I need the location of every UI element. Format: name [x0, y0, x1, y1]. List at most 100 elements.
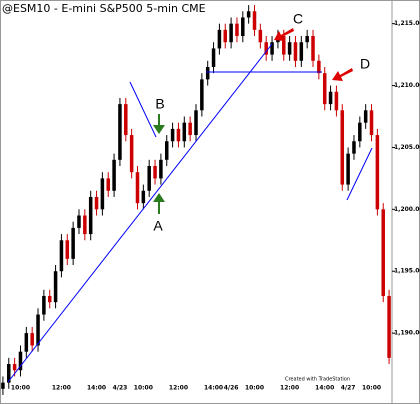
candle-body — [229, 23, 233, 43]
candle-body — [282, 36, 286, 55]
x-tick-label: 10:00 — [362, 385, 381, 392]
trend-line — [346, 147, 373, 201]
candle-body — [352, 141, 356, 154]
candle-body — [88, 196, 93, 235]
x-tick-label: 14:00 — [87, 385, 106, 392]
candle-body — [153, 166, 157, 179]
candle-body — [118, 104, 122, 160]
candle-body — [299, 42, 304, 61]
candle-body — [18, 351, 23, 371]
candle-body — [59, 240, 64, 272]
x-tick-label: 10:00 — [245, 385, 264, 392]
candle-body — [311, 36, 315, 61]
candle-body — [317, 60, 321, 74]
candle-body — [42, 295, 46, 315]
x-tick-label: 12:00 — [280, 385, 299, 392]
annotation-label: B — [155, 96, 164, 112]
candle-body — [194, 110, 198, 136]
candle-body — [1, 382, 5, 389]
x-tick-label: 4/27 — [341, 385, 356, 392]
candle-body — [12, 364, 17, 371]
candle-body — [47, 295, 52, 303]
candle-body — [159, 159, 163, 179]
candle-body — [293, 42, 298, 61]
candle-body — [182, 122, 187, 142]
y-tick-label: 1,205.00 — [394, 144, 420, 151]
candle-body — [7, 364, 11, 383]
x-tick-label: 12:00 — [52, 385, 71, 392]
y-tick-label: 1,210.00 — [394, 82, 420, 89]
arrow-c — [274, 28, 294, 41]
candle-body — [287, 42, 292, 55]
candle-body — [241, 17, 245, 37]
candle-body — [129, 135, 134, 173]
candle-body — [83, 215, 87, 235]
candle-body — [170, 128, 175, 142]
candle-body — [264, 42, 268, 55]
candle-body — [24, 333, 29, 352]
y-tick-label: 1,190.00 — [394, 330, 420, 337]
candle-body — [200, 79, 204, 111]
plot-area — [1, 5, 391, 395]
candle-body — [124, 104, 128, 136]
x-tick-label: 14:00 — [204, 385, 223, 392]
candle-body — [346, 153, 350, 185]
candle-body — [141, 190, 146, 204]
candle-body — [147, 166, 151, 191]
candle-body — [53, 271, 58, 303]
annotation-label: A — [153, 218, 163, 234]
candle-body — [246, 11, 251, 18]
arrow-b — [153, 114, 165, 134]
arrow-a — [153, 193, 165, 214]
candle-body — [77, 215, 81, 228]
candle-body — [205, 66, 210, 80]
candle-body — [369, 110, 374, 136]
candle-body — [188, 122, 192, 136]
candle-body — [94, 196, 99, 210]
candle-body — [252, 11, 257, 30]
candle-body — [36, 314, 40, 346]
candle-body — [358, 122, 362, 142]
x-tick-label: 10:00 — [11, 385, 30, 392]
candle-body — [340, 110, 345, 185]
candle-body — [223, 29, 228, 43]
candle-body — [65, 240, 70, 259]
y-tick-label: 1,195.00 — [394, 268, 420, 275]
chart-title: @ESM10 - E-mini S&P500 5-min CME — [2, 2, 206, 15]
candle-body — [176, 128, 181, 142]
candle-body — [322, 73, 327, 105]
candle-body — [270, 42, 274, 55]
candle-body — [112, 159, 116, 191]
candle-body — [211, 48, 216, 67]
candle-body — [334, 91, 339, 111]
trend-line — [7, 43, 273, 383]
candle-body — [363, 110, 368, 123]
candle-body — [164, 141, 169, 160]
candle-body — [30, 333, 34, 346]
candle-body — [258, 29, 263, 43]
y-tick-label: 1,215.00 — [394, 20, 420, 27]
candle-body — [100, 178, 105, 210]
candle-body — [381, 209, 385, 296]
candle-body — [217, 29, 222, 49]
candle-body — [375, 135, 380, 210]
x-tick-label: 4/23 — [113, 385, 128, 392]
candle-body — [305, 36, 309, 43]
x-tick-label: 4/26 — [224, 385, 239, 392]
candle-body — [328, 91, 333, 105]
candle-body — [235, 23, 239, 37]
x-tick-label: 10:00 — [134, 385, 153, 392]
x-tick-label: 12:00 — [169, 385, 188, 392]
trend-line — [129, 81, 157, 138]
watermark: Created with TradeStation — [285, 377, 350, 383]
x-tick-label: 14:00 — [315, 385, 334, 392]
candle-body — [135, 172, 140, 204]
annotation-label: C — [293, 11, 303, 27]
arrow-d — [332, 68, 353, 81]
candle-body — [71, 227, 75, 259]
candle-body — [106, 178, 110, 191]
candle-body — [387, 295, 391, 358]
y-tick-label: 1,200.00 — [394, 206, 420, 213]
